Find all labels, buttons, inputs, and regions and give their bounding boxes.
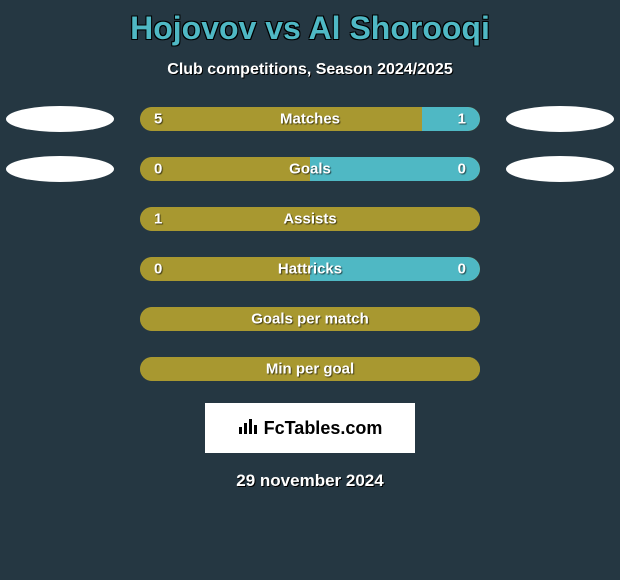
stat-bar-left-fill xyxy=(140,157,310,181)
stat-row: 0 0 Hattricks xyxy=(0,257,620,281)
stat-bar-right-fill xyxy=(310,157,480,181)
stat-row: Goals per match xyxy=(0,307,620,331)
stat-row: 5 1 Matches xyxy=(0,107,620,131)
stat-bar: 5 1 Matches xyxy=(140,107,480,131)
stat-value-right: 0 xyxy=(458,261,466,278)
stat-label: Goals xyxy=(289,161,331,178)
logo-text: FcTables.com xyxy=(264,418,383,439)
stat-bar: Goals per match xyxy=(140,307,480,331)
stat-value-left: 1 xyxy=(154,211,162,228)
stat-bar: Min per goal xyxy=(140,357,480,381)
stat-row: 1 Assists xyxy=(0,207,620,231)
player-left-marker xyxy=(6,106,114,132)
stat-row: Min per goal xyxy=(0,357,620,381)
stat-bar-right-fill xyxy=(422,107,480,131)
comparison-title: Hojovov vs Al Shorooqi xyxy=(0,0,620,47)
stat-label: Matches xyxy=(280,111,340,128)
player-left-marker xyxy=(6,156,114,182)
fctables-logo: FcTables.com xyxy=(205,403,415,453)
comparison-subtitle: Club competitions, Season 2024/2025 xyxy=(0,61,620,79)
stat-value-right: 0 xyxy=(458,161,466,178)
comparison-date: 29 november 2024 xyxy=(0,471,620,491)
bar-chart-icon xyxy=(238,417,258,440)
stat-bar: 0 0 Hattricks xyxy=(140,257,480,281)
stat-label: Hattricks xyxy=(278,261,342,278)
stat-label: Assists xyxy=(283,211,336,228)
comparison-rows: 5 1 Matches 0 0 Goals 1 Assists 0 0 Hattricks Goals… xyxy=(0,107,620,381)
stat-row: 0 0 Goals xyxy=(0,157,620,181)
stat-value-left: 0 xyxy=(154,161,162,178)
stat-bar: 1 Assists xyxy=(140,207,480,231)
stat-value-left: 5 xyxy=(154,111,162,128)
player-right-marker xyxy=(506,106,614,132)
stat-label: Goals per match xyxy=(251,311,369,328)
stat-value-right: 1 xyxy=(458,111,466,128)
player-right-marker xyxy=(506,156,614,182)
stat-value-left: 0 xyxy=(154,261,162,278)
stat-label: Min per goal xyxy=(266,361,354,378)
stat-bar: 0 0 Goals xyxy=(140,157,480,181)
